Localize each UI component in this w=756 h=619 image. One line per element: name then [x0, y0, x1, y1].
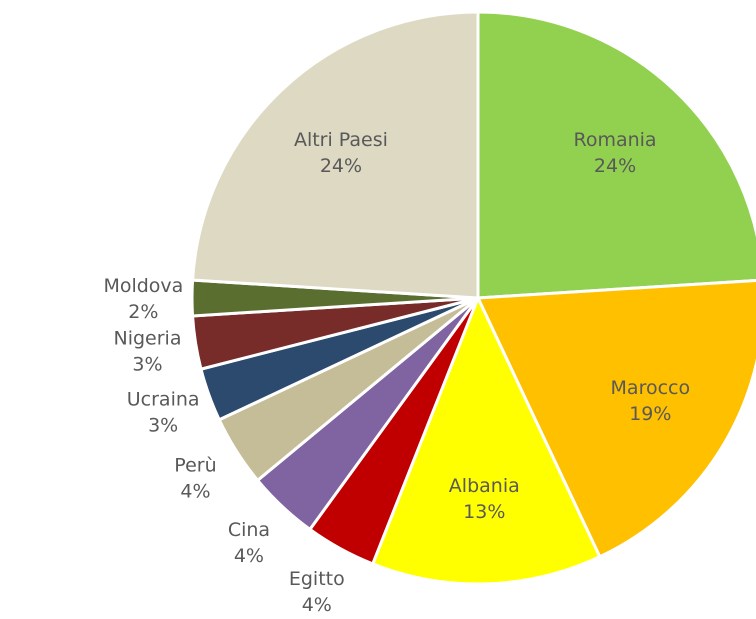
slice-name: Nigeria — [114, 327, 182, 349]
slice-label: Ucraina 3% — [127, 388, 200, 436]
slice-value: 13% — [463, 501, 505, 523]
pie-slice — [475, 279, 756, 559]
slice-label: Moldova 2% — [103, 275, 183, 323]
pie-slice — [370, 294, 602, 586]
slice-label: Altri Paesi 24% — [294, 129, 388, 177]
slice-name: Perù — [174, 454, 216, 476]
slice-label: Nigeria 3% — [114, 327, 182, 375]
slice-name: Egitto — [289, 568, 345, 590]
slice-value: 3% — [148, 414, 178, 436]
slice-label: Albania 13% — [449, 475, 520, 523]
slice-name: Cina — [228, 518, 270, 540]
pie-slice — [476, 10, 756, 300]
slice-value: 4% — [180, 480, 210, 502]
slice-label: Romania 24% — [573, 129, 656, 177]
slice-value: 24% — [320, 155, 362, 177]
slice-value: 4% — [234, 544, 264, 566]
slice-name: Moldova — [103, 275, 183, 297]
slice-label: Perù 4% — [174, 454, 216, 502]
slice-name: Albania — [449, 475, 520, 497]
slice-name: Marocco — [611, 376, 691, 398]
slice-value: 4% — [302, 594, 332, 616]
slice-name: Altri Paesi — [294, 129, 388, 151]
slice-label: Cina 4% — [228, 518, 270, 566]
slice-value: 24% — [594, 155, 636, 177]
slice-name: Ucraina — [127, 388, 200, 410]
slice-name: Romania — [573, 129, 656, 151]
slice-value: 2% — [128, 301, 158, 323]
slice-value: 3% — [132, 353, 162, 375]
slice-value: 19% — [629, 402, 671, 424]
pie-slice — [190, 10, 480, 300]
slice-label: Egitto 4% — [289, 568, 345, 616]
slice-label: Marocco 19% — [611, 376, 691, 424]
